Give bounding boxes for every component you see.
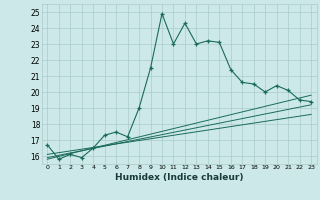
X-axis label: Humidex (Indice chaleur): Humidex (Indice chaleur) bbox=[115, 173, 244, 182]
